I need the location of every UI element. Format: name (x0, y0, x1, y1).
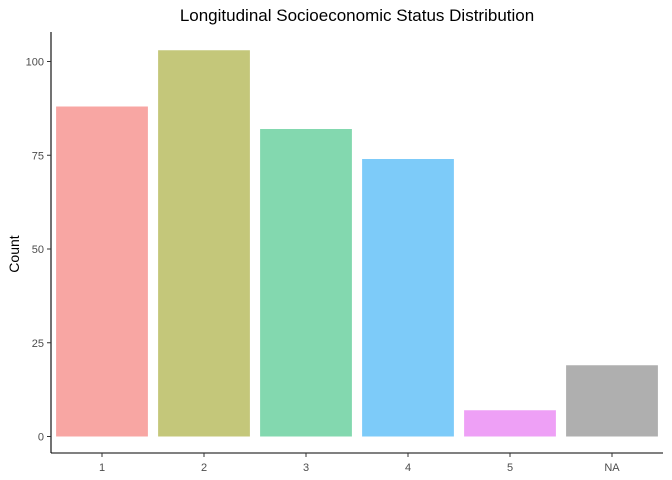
bar-5 (464, 410, 556, 437)
y-tick-label: 0 (38, 432, 44, 444)
bars (56, 50, 658, 437)
y-tick-label: 75 (32, 150, 44, 162)
x-tick-label-2: 2 (201, 462, 207, 474)
bar-4 (362, 159, 454, 437)
y-axis-label: Count (6, 235, 22, 272)
y-tick-label: 50 (32, 244, 44, 256)
chart-title: Longitudinal Socioeconomic Status Distri… (180, 6, 534, 25)
y-tick-label: 100 (26, 57, 44, 69)
x-tick-label-4: 4 (405, 462, 411, 474)
x-tick-label-3: 3 (303, 462, 309, 474)
bar-na (566, 365, 658, 437)
x-tick-label-na: NA (604, 462, 620, 474)
bar-1 (56, 106, 148, 437)
bar-3 (260, 129, 352, 437)
x-tick-label-5: 5 (507, 462, 513, 474)
x-tick-label-1: 1 (99, 462, 105, 474)
y-axis-ticks: 0 25 50 75 100 (26, 57, 51, 444)
y-tick-label: 25 (32, 338, 44, 350)
x-axis-ticks: 1 2 3 4 5 NA (99, 453, 620, 474)
bar-2 (158, 50, 250, 437)
